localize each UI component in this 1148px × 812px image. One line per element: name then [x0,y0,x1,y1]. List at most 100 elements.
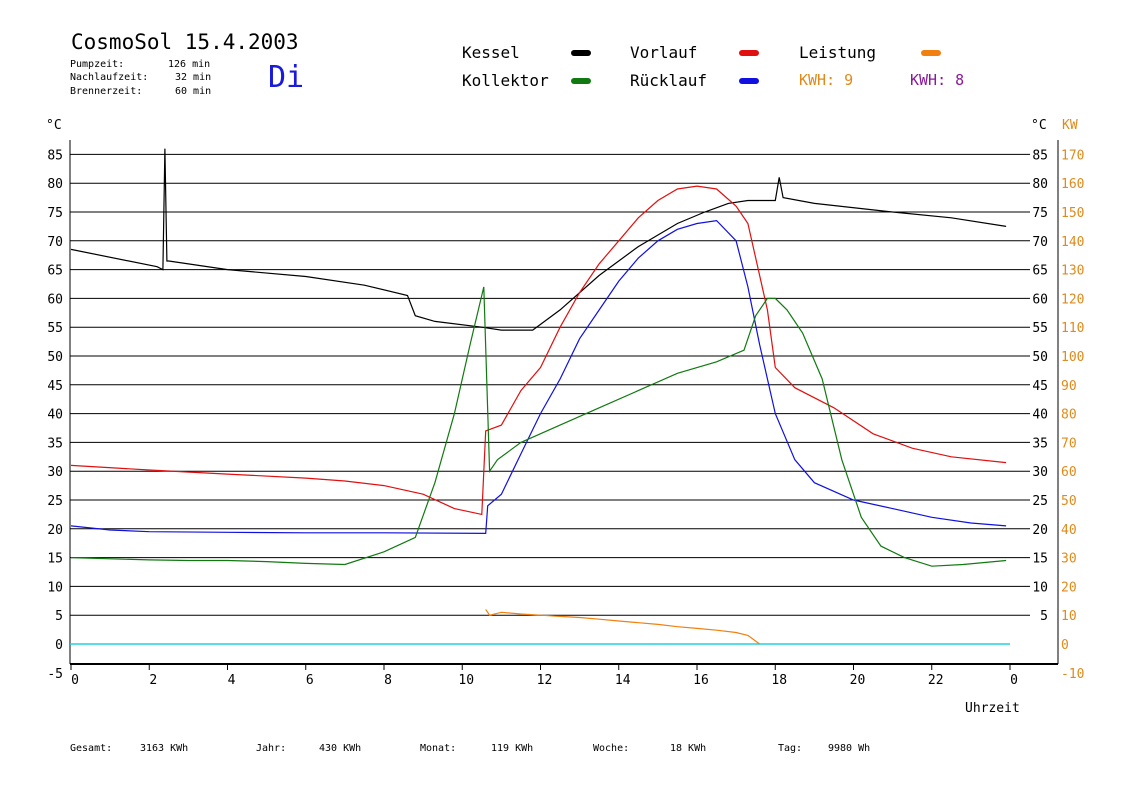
legend-kollektor-swatch [571,78,591,84]
y-kw-tick-label: -10 [1061,667,1084,682]
legend-kessel-swatch [571,50,591,56]
y-right-tick-label: 35 [1032,436,1048,451]
y-tick-label: 20 [47,523,63,538]
x-tick-label: 2 [149,673,157,688]
series-rcklauf-line [70,219,1007,535]
y-kw-tick-label: 170 [1061,148,1084,163]
y-tick-label: 10 [47,580,63,595]
y-tick-label: 75 [47,206,63,221]
y-tick-label: 35 [47,436,63,451]
kwh-purple: KWH: 8 [910,71,965,89]
y-kw-tick-label: 70 [1061,436,1077,451]
y-right-tick-label: 70 [1032,235,1048,250]
y-tick-label: 25 [47,494,63,509]
y-kw-tick-label: 20 [1061,580,1077,595]
y-right-tick-label: 50 [1032,350,1048,365]
legend-vorlauf-label: Vorlauf [630,43,698,62]
y-tick-label: 40 [47,408,63,423]
kwh-orange: KWH: 9 [799,71,854,89]
footer-tag-value: 9980 Wh [828,743,871,754]
footer-gesamt-value: 3163 KWh [140,743,189,754]
y-right-tick-label: 45 [1032,379,1048,394]
series-kollektor-line [70,286,1007,567]
right-axis-unit-kw: KW [1062,118,1078,133]
y-kw-tick-label: 90 [1061,379,1077,394]
footer-monat-value: 119 KWh [491,743,534,754]
x-tick-label: 0 [71,673,79,688]
right-axis-unit-c: °C [1031,118,1047,133]
y-tick-label: 0 [55,638,63,653]
y-kw-tick-label: 110 [1061,321,1084,336]
y-tick-label: -5 [47,667,63,682]
param-nachlaufzeit-label: Nachlaufzeit: [70,72,149,83]
y-tick-label: 55 [47,321,63,336]
y-kw-tick-label: 120 [1061,292,1084,307]
legend-kessel-label: Kessel [462,43,520,62]
legend-leistung-label: Leistung [799,43,877,62]
footer-jahr-label: Jahr: [256,743,287,754]
x-tick-label: 10 [458,673,474,688]
y-right-tick-label: 10 [1032,580,1048,595]
y-kw-tick-label: 60 [1061,465,1077,480]
y-tick-label: 60 [47,292,63,307]
y-kw-tick-label: 160 [1061,177,1084,192]
series-kessel-line [70,148,1007,331]
y-tick-label: 65 [47,264,63,279]
left-axis-unit: °C [46,118,62,133]
y-kw-tick-label: 10 [1061,609,1077,624]
y-right-tick-label: 80 [1032,177,1048,192]
y-kw-tick-label: 140 [1061,235,1084,250]
y-tick-label: 45 [47,379,63,394]
param-brennerzeit-label: Brennerzeit: [70,86,143,97]
data-series [70,148,1007,645]
y-right-tick-label: 5 [1040,609,1048,624]
y-kw-tick-label: 150 [1061,206,1084,221]
y-right-tick-label: 60 [1032,292,1048,307]
y-tick-label: 50 [47,350,63,365]
footer-woche-value: 18 KWh [670,743,707,754]
y-right-tick-label: 25 [1032,494,1048,509]
x-tick-label: 8 [384,673,392,688]
y-tick-label: 85 [47,148,63,163]
y-kw-tick-label: 0 [1061,638,1069,653]
y-tick-label: 80 [47,177,63,192]
param-pumpzeit-value: 126 min [168,59,211,70]
y-right-tick-label: 15 [1032,552,1048,567]
y-tick-label: 30 [47,465,63,480]
x-tick-label: 16 [693,673,709,688]
legend-kollektor-label: Kollektor [462,71,549,90]
x-tick-label: 6 [306,673,314,688]
x-tick-label: 22 [928,673,944,688]
y-tick-label: 15 [47,552,63,567]
x-tick-label: 4 [228,673,236,688]
y-right-tick-label: 65 [1032,264,1048,279]
series-vorlauf-line [70,185,1007,516]
y-kw-tick-label: 40 [1061,523,1077,538]
param-brennerzeit-value: 60 min [175,86,212,97]
y-right-tick-label: 55 [1032,321,1048,336]
y-tick-label: 70 [47,235,63,250]
x-tick-label: 0 [1010,673,1018,688]
tick-labels: 0 2 4 6 8 10 12 14 16 18 20 22 0-5051015202530354045… [47,148,1084,688]
y-right-tick-label: 30 [1032,465,1048,480]
y-kw-tick-label: 100 [1061,350,1084,365]
footer-tag-label: Tag: [778,743,803,754]
y-tick-label: 5 [55,609,63,624]
y-kw-tick-label: 130 [1061,264,1084,279]
weekday-label: Di [268,60,305,95]
y-right-tick-label: 20 [1032,523,1048,538]
legend-ruecklauf-label: Rücklauf [630,71,708,90]
y-kw-tick-label: 50 [1061,494,1077,509]
x-axis-title: Uhrzeit [965,701,1020,716]
legend-leistung-swatch [921,50,941,56]
x-tick-label: 18 [771,673,787,688]
footer-jahr-value: 430 KWh [319,743,362,754]
legend-ruecklauf-swatch [739,78,759,84]
footer-gesamt-label: Gesamt: [70,743,113,754]
y-right-tick-label: 85 [1032,148,1048,163]
y-kw-tick-label: 80 [1061,408,1077,423]
y-right-tick-label: 75 [1032,206,1048,221]
param-pumpzeit-label: Pumpzeit: [70,59,125,70]
chart-title: CosmoSol 15.4.2003 [71,30,299,54]
